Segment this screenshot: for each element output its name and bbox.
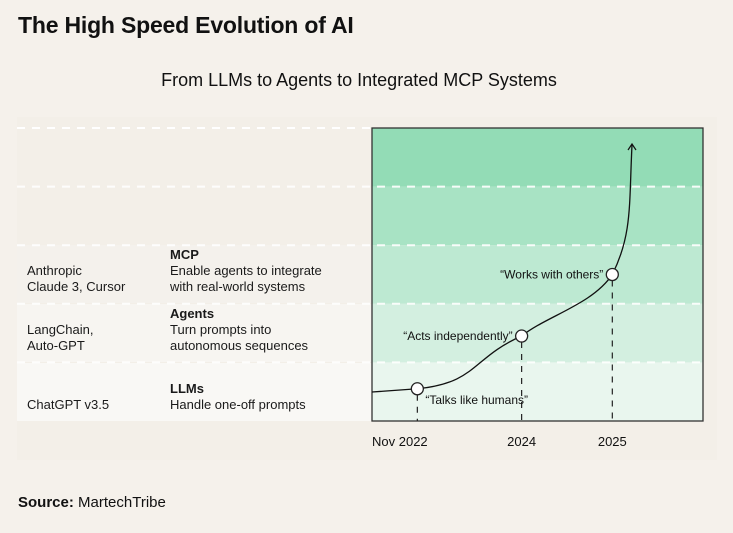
stage-examples: LangChain, Auto-GPT bbox=[27, 322, 94, 354]
source-note: Source: MartechTribe bbox=[18, 494, 166, 511]
milestone-point bbox=[410, 382, 424, 396]
examples-line: Anthropic bbox=[27, 263, 82, 278]
stage-description: LLMs Handle one-off prompts bbox=[170, 381, 306, 413]
milestone-label: “Talks like humans” bbox=[425, 393, 528, 407]
stage-examples: ChatGPT v3.5 bbox=[27, 397, 109, 413]
stage-examples: Anthropic Claude 3, Cursor bbox=[27, 263, 125, 295]
plot-frame bbox=[371, 127, 704, 422]
band-2 bbox=[372, 245, 703, 304]
x-tick-label: 2024 bbox=[507, 434, 536, 449]
examples-line: ChatGPT v3.5 bbox=[27, 397, 110, 412]
band-3 bbox=[372, 303, 703, 363]
description-line: Enable agents to integrate bbox=[170, 263, 322, 278]
stage-name: MCP bbox=[170, 247, 199, 262]
stage-row-agents: LangChain, Auto-GPT Agents Turn prompts … bbox=[17, 304, 372, 362]
milestone-point bbox=[514, 329, 529, 343]
arrow-head-icon bbox=[627, 142, 637, 151]
stage-row-llms: ChatGPT v3.5 LLMs Handle one-off prompts bbox=[17, 363, 372, 421]
description-line: with real-world systems bbox=[170, 279, 306, 294]
stage-row-mcp: Anthropic Claude 3, Cursor MCP Enable ag… bbox=[17, 245, 372, 303]
chart-subtitle: From LLMs to Agents to Integrated MCP Sy… bbox=[161, 70, 557, 90]
examples-line: Auto-GPT bbox=[27, 338, 85, 353]
stage-description: Agents Turn prompts into autonomous sequ… bbox=[170, 306, 308, 354]
stage-description: MCP Enable agents to integrate with real… bbox=[170, 247, 322, 295]
x-tick-label: Nov 2022 bbox=[372, 434, 428, 449]
stage-name: Agents bbox=[170, 306, 215, 321]
stage-name: LLMs bbox=[170, 381, 204, 396]
description-line: Turn prompts into bbox=[170, 322, 272, 337]
page-title: The High Speed Evolution of AI bbox=[18, 12, 354, 38]
description-line: Handle one-off prompts bbox=[170, 397, 306, 412]
milestone-label: “Acts independently” bbox=[403, 329, 512, 343]
examples-line: LangChain, bbox=[27, 322, 94, 337]
growth-curve bbox=[371, 144, 633, 393]
source-label: Source: bbox=[18, 494, 74, 511]
description-line: autonomous sequences bbox=[170, 338, 309, 353]
x-tick-label: 2025 bbox=[598, 434, 627, 449]
band-1 bbox=[372, 186, 703, 246]
source-value: MartechTribe bbox=[78, 494, 166, 511]
band-0 bbox=[372, 128, 703, 187]
milestone-label: “Works with others” bbox=[500, 268, 603, 282]
examples-line: Claude 3, Cursor bbox=[27, 279, 126, 294]
milestone-point bbox=[605, 267, 619, 282]
band-4 bbox=[372, 362, 703, 421]
